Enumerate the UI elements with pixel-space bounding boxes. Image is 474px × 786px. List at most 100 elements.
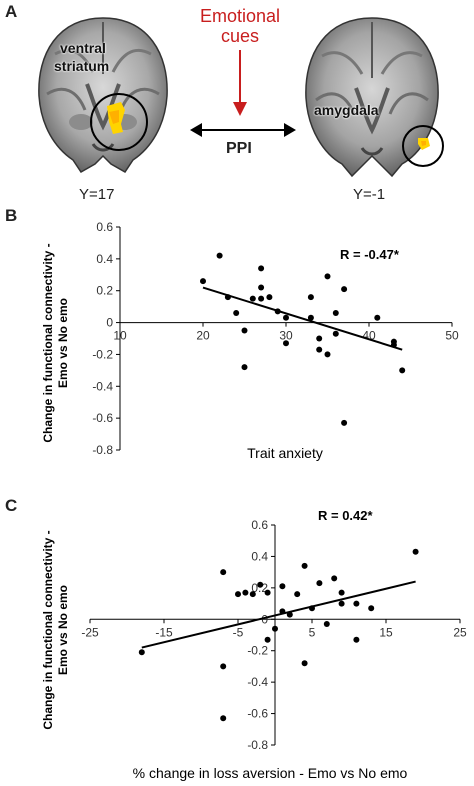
chart-c-data-point xyxy=(279,583,286,590)
chart-c-x-tick-label: 5 xyxy=(309,625,316,639)
chart-b-data-point xyxy=(399,367,406,374)
chart-b-data-point xyxy=(341,286,348,293)
chart-c-y-tick-label: -0.2 xyxy=(247,644,268,658)
chart-b-data-point xyxy=(258,284,265,291)
chart-c-data-point xyxy=(220,663,227,670)
chart-c-data-point xyxy=(316,580,323,587)
chart-c-data-point xyxy=(264,589,271,596)
chart-c-data-point xyxy=(220,715,227,722)
cue-line2: cues xyxy=(220,26,260,46)
cue-line1: Emotional xyxy=(199,6,281,26)
chart-c-y-tick-label: -0.4 xyxy=(247,675,268,689)
chart-b-data-point xyxy=(316,335,323,342)
panel-b-letter: B xyxy=(5,206,18,225)
chart-c-ylabel-line2: Emo vs No emo xyxy=(56,585,70,675)
chart-b-y-tick-label: 0.6 xyxy=(96,220,113,234)
chart-b-ylabel-line1: Change in functional connectivity - xyxy=(41,243,55,442)
chart-c-data-point xyxy=(242,589,249,596)
chart-b-x-tick-label: 20 xyxy=(196,329,210,343)
chart-b-data-point xyxy=(332,310,339,317)
chart-c-data-point xyxy=(264,636,271,643)
chart-b-regression-line xyxy=(202,286,403,351)
chart-b-y-tick-label: 0 xyxy=(106,316,113,330)
chart-c-y-tick-label: -0.6 xyxy=(247,707,268,721)
chart-b-data-point xyxy=(341,419,348,426)
chart-c-regression-line xyxy=(141,580,416,649)
chart-b-data-point xyxy=(224,294,231,301)
chart-b-data-point xyxy=(316,346,323,353)
chart-c-data-point xyxy=(279,608,286,615)
chart-c-data-point xyxy=(301,562,308,569)
chart-b-data-point xyxy=(283,340,289,347)
chart-c-y-tick-label: 0.6 xyxy=(251,518,268,532)
ppi-double-arrow xyxy=(190,123,296,137)
chart-c-data-point xyxy=(220,569,227,576)
chart-c-data-point xyxy=(249,591,256,598)
chart-b-data-point xyxy=(233,310,240,317)
chart-b-data-point xyxy=(241,364,248,371)
chart-c-data-point xyxy=(272,625,278,632)
chart-b-annotation: R = -0.47* xyxy=(340,247,400,262)
cue-down-arrow xyxy=(233,50,247,116)
chart-b-data-point xyxy=(332,330,339,337)
left-brain-image xyxy=(38,17,168,173)
ventral-label-line2: striatum xyxy=(54,58,110,74)
chart-b-xlabel: Trait anxiety xyxy=(247,445,323,461)
chart-b-y-tick-label: -0.6 xyxy=(92,411,113,425)
chart-b-x-tick-label: 30 xyxy=(279,329,293,343)
scatter-chart-trait-anxiety: Change in functional connectivity - Emo … xyxy=(41,220,459,461)
chart-c-data-point xyxy=(368,605,375,612)
chart-c-data-point xyxy=(353,636,360,643)
chart-c-y-tick-label: 0.4 xyxy=(251,549,268,563)
chart-b-data-point xyxy=(283,314,289,321)
chart-c-y-tick-label: 0 xyxy=(261,612,268,626)
ventral-striatum-roi-circle xyxy=(90,93,148,151)
chart-b-data-point xyxy=(258,265,265,272)
ppi-label: PPI xyxy=(226,140,252,157)
amygdala-roi-circle xyxy=(402,125,444,167)
chart-c-x-tick-label: -15 xyxy=(155,625,173,639)
right-slice-label: Y=-1 xyxy=(353,186,386,203)
chart-b-data-point xyxy=(390,341,397,348)
chart-c-x-tick-label: -5 xyxy=(233,625,244,639)
chart-c-y-tick-label: 0.2 xyxy=(251,581,268,595)
chart-b-data-point xyxy=(307,294,314,301)
chart-c-data-point xyxy=(338,589,345,596)
chart-c-y-tick-label: -0.8 xyxy=(247,738,268,752)
chart-c-data-point xyxy=(338,600,345,607)
chart-c-data-point xyxy=(301,660,308,667)
chart-c-data-point xyxy=(353,600,360,607)
chart-c-data-point xyxy=(294,591,301,598)
panel-a-letter: A xyxy=(5,2,18,21)
chart-c-data-point xyxy=(235,591,241,598)
chart-b-data-point xyxy=(266,294,273,301)
chart-b-data-point xyxy=(374,314,381,321)
chart-c-data-point xyxy=(138,649,145,656)
right-brain-image xyxy=(305,17,444,178)
chart-c-x-tick-label: 15 xyxy=(379,625,393,639)
ventral-label-line1: ventral xyxy=(60,40,106,56)
chart-b-y-tick-label: -0.4 xyxy=(92,379,113,393)
chart-b-data-point xyxy=(324,273,331,280)
chart-c-ylabel-line1: Change in functional connectivity - xyxy=(41,530,55,729)
chart-b-data-point xyxy=(274,308,281,315)
chart-b-data-point xyxy=(249,295,256,302)
chart-b-data-point xyxy=(216,252,223,259)
chart-c-data-point xyxy=(309,605,315,612)
chart-c-x-tick-label: 25 xyxy=(453,625,467,639)
panel-c-letter: C xyxy=(5,496,18,515)
chart-b-y-tick-label: 0.2 xyxy=(96,284,113,298)
chart-c-data-point xyxy=(323,621,330,627)
chart-b-x-tick-label: 50 xyxy=(445,329,459,343)
chart-c-annotation: R = 0.42* xyxy=(318,508,374,523)
chart-c-data-point xyxy=(286,611,293,618)
chart-b-data-point xyxy=(241,327,248,334)
chart-b-x-tick-label: 10 xyxy=(113,329,127,343)
chart-c-data-point xyxy=(331,575,338,582)
amygdala-label: amygdala xyxy=(314,102,379,118)
chart-b-y-tick-label: 0.4 xyxy=(96,252,113,266)
chart-c-data-point xyxy=(412,548,419,555)
chart-b-y-tick-label: -0.8 xyxy=(92,443,113,457)
chart-b-data-point xyxy=(258,295,265,302)
chart-c-xlabel: % change in loss aversion - Emo vs No em… xyxy=(133,765,408,781)
